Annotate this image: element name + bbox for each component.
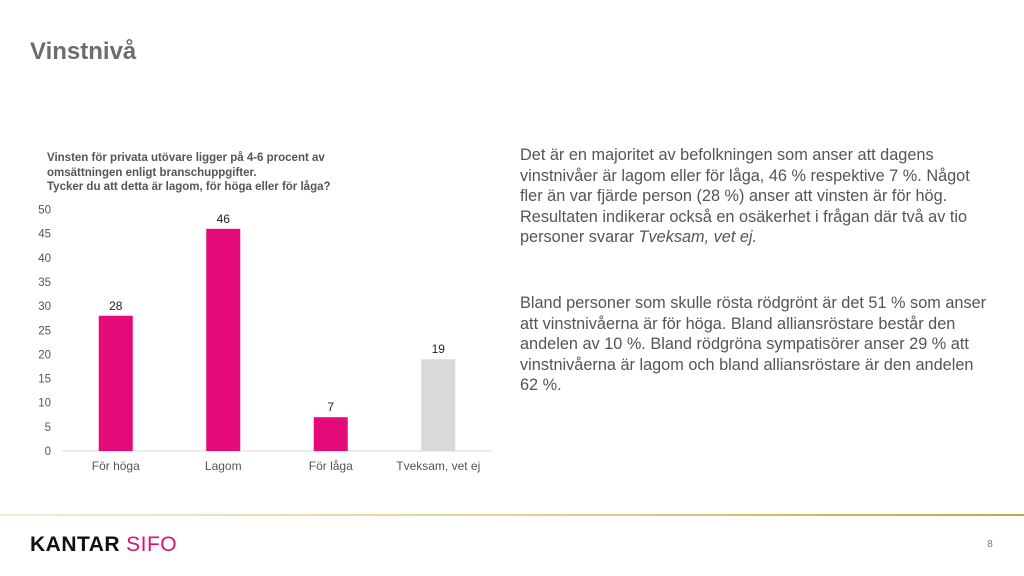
- footer-divider: [0, 514, 1024, 516]
- bar: [206, 228, 241, 451]
- bar: [421, 359, 456, 451]
- x-tick-label: För låga: [309, 459, 353, 473]
- y-tick-label: 20: [38, 349, 51, 361]
- y-tick-label: 25: [38, 325, 51, 337]
- y-tick-label: 15: [38, 374, 51, 386]
- chart-question: Vinsten för privata utövare ligger på 4-…: [47, 151, 377, 195]
- summary-emphasis: Tveksam, vet ej.: [638, 228, 758, 246]
- slide-title: Vinstnivå: [30, 38, 137, 65]
- bar-chart: 0 5 10 15 20 25 30 35 40 45 50 28 För höga 46 Lagom 7 Fö…: [38, 205, 492, 473]
- x-tick-label: För höga: [92, 459, 140, 473]
- bar: [313, 417, 348, 451]
- data-label: 19: [432, 342, 446, 356]
- summary-paragraph-1: Det är en majoritet av befolkningen som …: [520, 145, 995, 248]
- x-tick-label: Lagom: [205, 459, 242, 473]
- summary-text: Det är en majoritet av befolkningen som …: [520, 146, 970, 246]
- kantar-sifo-logo: KANTAR SIFO: [30, 533, 177, 557]
- logo-kantar: KANTAR: [30, 533, 121, 556]
- chart-question-line: omsättningen enligt branschuppgifter.: [47, 166, 257, 179]
- y-tick-label: 50: [38, 205, 51, 217]
- page-number: 8: [987, 539, 993, 550]
- bar: [98, 315, 133, 451]
- y-tick-label: 30: [38, 301, 51, 313]
- chart-question-line: Tycker du att detta är lagom, för höga e…: [47, 181, 331, 193]
- y-tick-label: 5: [45, 422, 51, 434]
- y-tick-label: 45: [38, 229, 51, 241]
- chart-question-line: Vinsten för privata utövare ligger på 4-…: [47, 152, 325, 164]
- data-label: 7: [327, 400, 334, 414]
- y-tick-label: 35: [38, 277, 51, 289]
- data-label: 46: [217, 212, 231, 226]
- y-tick-label: 0: [45, 446, 51, 458]
- y-tick-label: 10: [38, 398, 51, 410]
- data-label: 28: [109, 299, 123, 313]
- summary-paragraph-2: Bland personer som skulle rösta rödgrönt…: [520, 294, 987, 394]
- logo-sifo: SIFO: [126, 533, 178, 556]
- y-tick-label: 40: [38, 253, 51, 265]
- x-tick-label: Tveksam, vet ej: [396, 459, 480, 473]
